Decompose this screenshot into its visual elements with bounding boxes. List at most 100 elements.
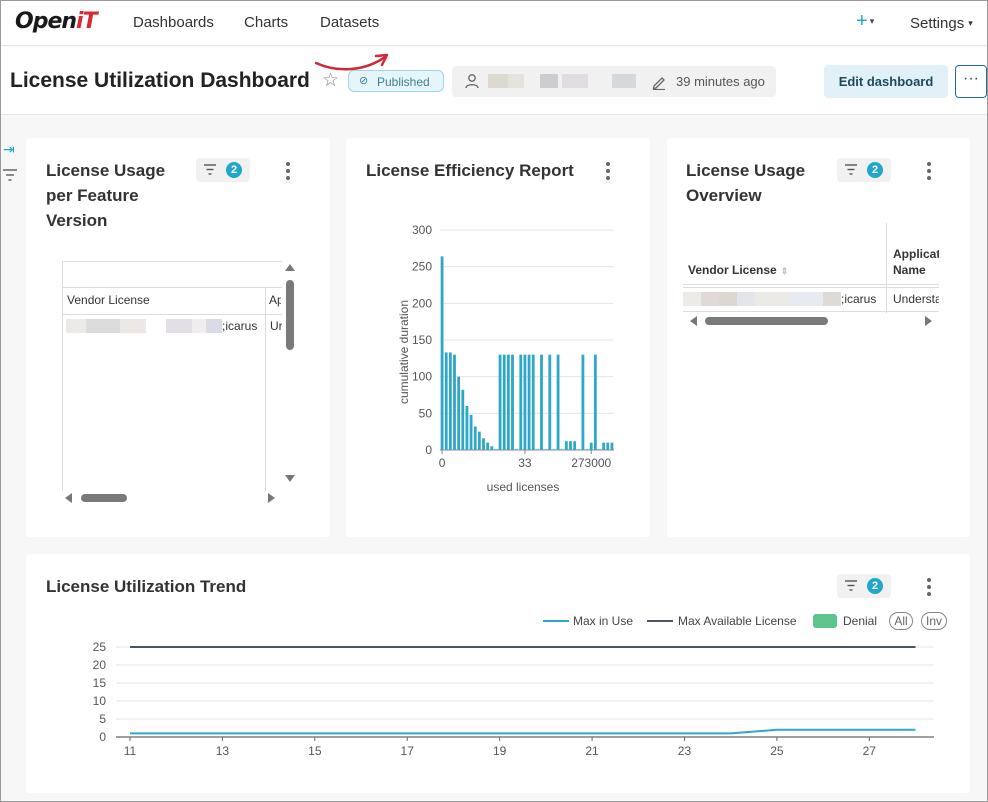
bar — [581, 354, 585, 450]
legend-toggle-all[interactable]: All — [889, 612, 913, 630]
column-header-application[interactable]: Ap — [269, 293, 281, 307]
bar — [448, 352, 452, 450]
dashboard-title: License Utilization Dashboard — [10, 69, 310, 92]
legend-max-available-license[interactable]: Max Available License — [678, 614, 797, 628]
nav-datasets-link[interactable]: Datasets — [320, 14, 380, 31]
bar — [552, 449, 556, 450]
legend-max-in-use[interactable]: Max in Use — [573, 614, 634, 628]
scroll-right-arrow-icon[interactable] — [925, 316, 932, 326]
y-tick-label: 0 — [99, 730, 106, 744]
legend-swatch-denial — [813, 614, 837, 628]
annotation-arrow-icon — [314, 53, 389, 71]
efficiency-bar-chart: 0 50 100 150 200 250 300 0 33 273000 used licenses… — [397, 223, 614, 494]
efficiency-report-card: License Efficiency Report 0 50 100 150 200 25… — [346, 138, 650, 537]
bar — [598, 449, 601, 450]
bar — [469, 414, 473, 450]
card-menu-icon[interactable] — [925, 578, 933, 598]
bar — [593, 354, 597, 450]
filter-count-badge: 2 — [867, 162, 883, 178]
title-line: License Usage — [686, 161, 806, 180]
bar — [602, 442, 606, 450]
card-menu-icon[interactable] — [604, 162, 612, 182]
card-menu-icon[interactable] — [925, 162, 933, 182]
bar — [515, 449, 519, 450]
cell-text: icarus — [844, 292, 877, 306]
redacted-cell-block — [755, 292, 789, 306]
card-title: License Efficiency Report — [366, 161, 574, 180]
bar — [573, 441, 577, 450]
bar — [486, 442, 490, 450]
column-header-application-name[interactable]: Applicat Name — [893, 247, 939, 277]
table-left-border — [62, 261, 63, 491]
card-title: License Usage per Feature Version — [46, 158, 165, 233]
add-new-button[interactable]: + ▾ — [856, 10, 874, 33]
user-icon — [465, 74, 479, 89]
bar — [548, 354, 552, 450]
owner-info: 39 minutes ago — [452, 66, 776, 97]
column-header-vendor-license[interactable]: Vendor License ⇕ — [688, 263, 788, 277]
card-filter-indicator[interactable]: 2 — [837, 158, 891, 182]
more-options-button[interactable]: ··· — [955, 65, 987, 98]
bar — [589, 442, 593, 450]
vertical-scrollbar-thumb[interactable] — [286, 280, 294, 350]
favorite-star-icon[interactable]: ☆ — [322, 70, 340, 91]
table-cell-vendor-license[interactable]: ;icarus — [222, 319, 258, 333]
table-cell-application[interactable]: Ur — [270, 319, 282, 333]
sort-icon: ⇕ — [780, 266, 789, 276]
scroll-left-arrow-icon[interactable] — [65, 493, 72, 503]
legend-toggle-inverse[interactable]: Inv — [921, 612, 947, 630]
bar — [506, 354, 510, 450]
x-tick-label: 0 — [439, 456, 446, 470]
table-cell-vendor-license[interactable]: ;icarus — [841, 292, 877, 306]
card-filter-indicator[interactable]: 2 — [196, 158, 250, 182]
card-menu-icon[interactable] — [284, 162, 292, 182]
title-line: License Usage — [46, 161, 166, 180]
bar — [577, 449, 581, 450]
scroll-down-arrow-icon[interactable] — [285, 475, 295, 482]
nav-charts-link[interactable]: Charts — [244, 14, 289, 31]
feature-version-card: License Usage per Feature Version 2 Vend… — [26, 138, 330, 537]
nav-dashboards-link[interactable]: Dashboards — [133, 14, 214, 31]
horizontal-scrollbar-thumb[interactable] — [81, 494, 127, 502]
x-tick-label: 273000 — [571, 456, 611, 470]
horizontal-scrollbar-thumb[interactable] — [705, 317, 828, 325]
bar — [477, 431, 481, 450]
bar — [453, 354, 456, 450]
utilization-trend-card: License Utilization Trend 2 Max in Use M… — [26, 554, 970, 793]
scroll-up-arrow-icon[interactable] — [285, 264, 295, 271]
y-tick-label: 200 — [412, 296, 432, 310]
x-axis-label: used licenses — [487, 480, 560, 494]
redacted-cell-block — [719, 292, 737, 306]
bar — [498, 354, 502, 450]
settings-menu[interactable]: Settings ▾ — [910, 15, 973, 32]
column-header-vendor-license[interactable]: Vendor License — [67, 293, 150, 307]
edit-dashboard-button[interactable]: Edit dashboard — [824, 65, 948, 98]
table-cell-application-name[interactable]: Understa — [893, 292, 939, 306]
settings-label: Settings — [910, 15, 965, 32]
filter-icon[interactable] — [3, 169, 17, 181]
scroll-right-arrow-icon[interactable] — [268, 493, 275, 503]
x-tick-label: 33 — [518, 456, 532, 470]
table-header-divider — [62, 287, 282, 288]
scroll-left-arrow-icon[interactable] — [690, 316, 697, 326]
filter-icon — [204, 164, 216, 175]
title-line: per Feature — [46, 186, 139, 205]
x-tick-label: 13 — [216, 744, 230, 758]
table-top-border — [62, 261, 282, 262]
openit-logo[interactable]: OpeniT — [15, 9, 105, 37]
bar — [461, 389, 465, 450]
bar — [540, 354, 543, 450]
published-status-badge[interactable]: ⊘ Published — [348, 70, 444, 92]
card-filter-indicator[interactable]: 2 — [837, 574, 891, 598]
redacted-cell-block — [86, 319, 120, 333]
legend-denial[interactable]: Denial — [843, 614, 878, 628]
y-tick-label: 15 — [93, 676, 107, 690]
bar — [535, 449, 539, 450]
bar — [465, 406, 469, 450]
bar — [494, 449, 498, 450]
y-tick-label: 100 — [412, 370, 432, 384]
table-header-divider — [683, 287, 939, 288]
x-tick-label: 19 — [493, 744, 507, 758]
expand-filters-icon[interactable]: ⇥ — [3, 141, 15, 157]
column-label: Applicat — [893, 247, 939, 261]
